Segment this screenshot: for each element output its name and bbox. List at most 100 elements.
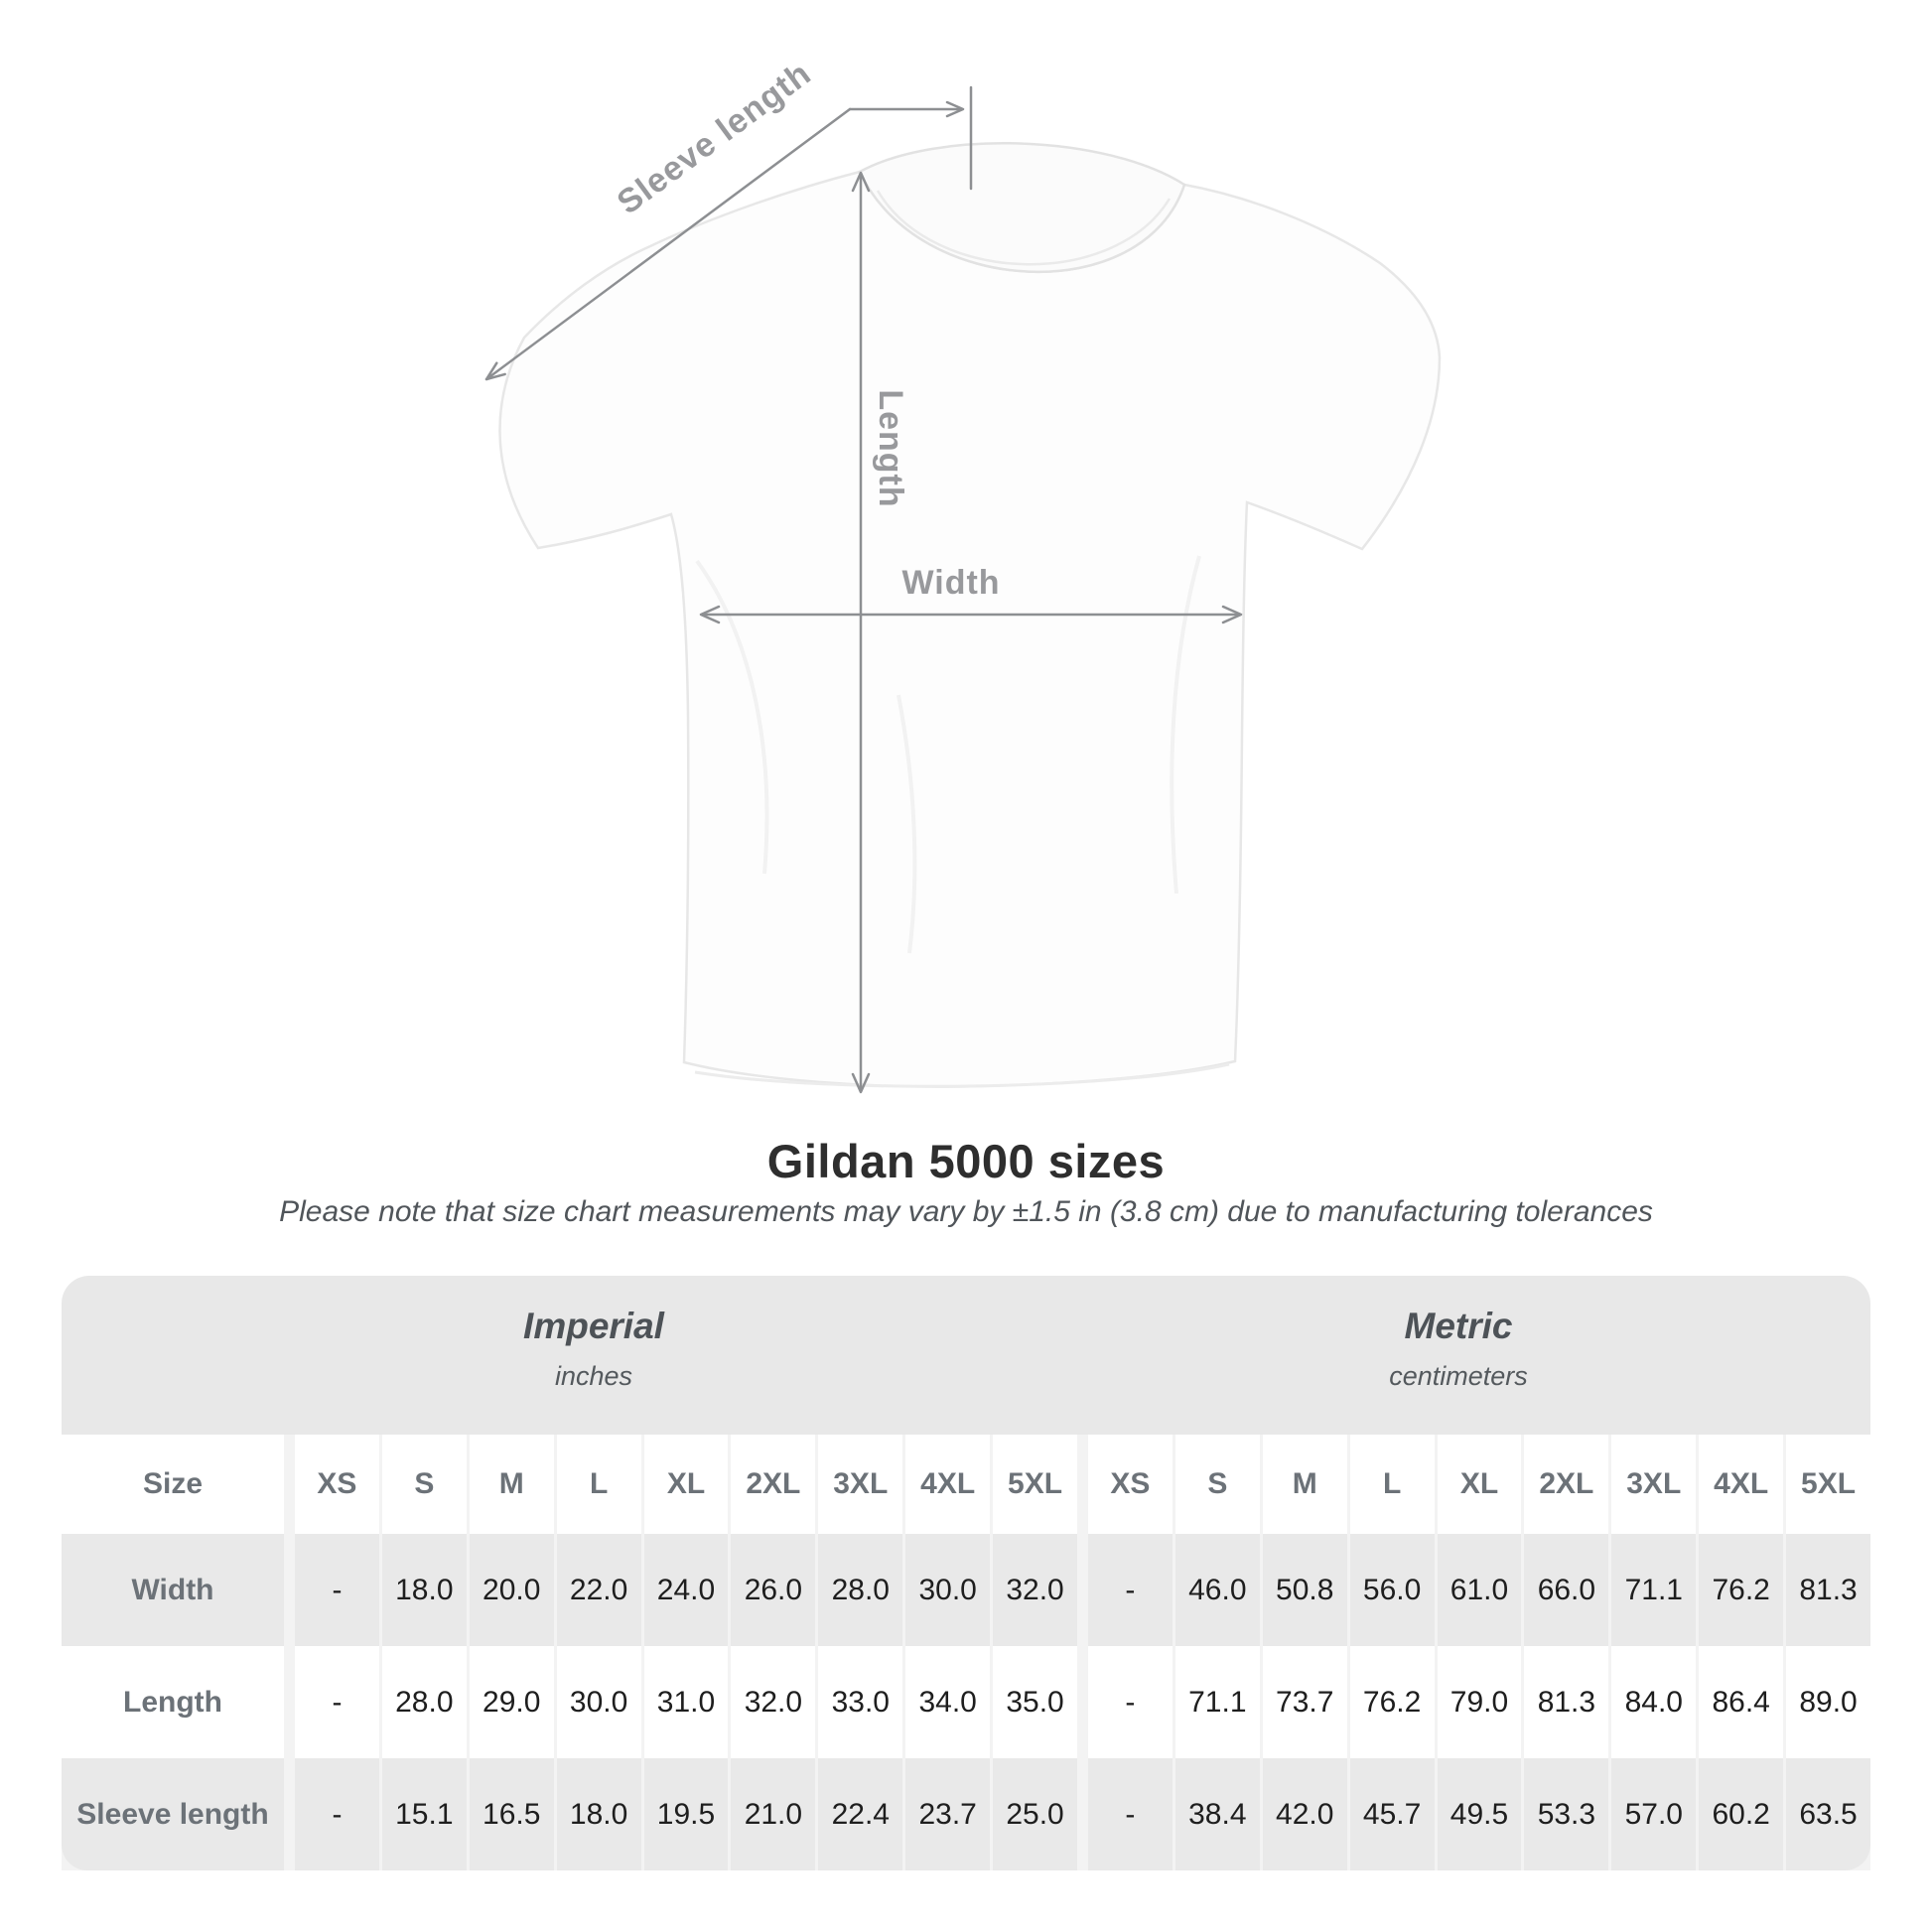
arrowhead	[851, 1072, 871, 1094]
value-imperial-3xl: 28.0	[818, 1534, 903, 1646]
value-metric-xs: -	[1087, 1758, 1173, 1870]
value-imperial-3xl: 22.4	[818, 1758, 903, 1870]
metric-section-header: Metric centimeters	[1389, 1306, 1528, 1392]
value-imperial-xs: -	[295, 1758, 379, 1870]
tshirt-diagram: Sleeve length Length Width	[484, 55, 1442, 1094]
length-label: Length	[872, 389, 909, 507]
value-metric-4xl: 86.4	[1699, 1646, 1784, 1758]
value-metric-m: 73.7	[1262, 1646, 1347, 1758]
column-gap	[1079, 1435, 1085, 1534]
value-metric-l: 45.7	[1349, 1758, 1435, 1870]
arrowhead	[851, 171, 871, 193]
value-imperial-xs: -	[295, 1534, 379, 1646]
value-metric-5xl: 89.0	[1786, 1646, 1870, 1758]
tshirt-folds	[695, 555, 1201, 954]
value-metric-4xl: 60.2	[1699, 1758, 1784, 1870]
value-imperial-4xl: 30.0	[905, 1534, 991, 1646]
measurement-arrows	[484, 85, 1243, 1094]
value-imperial-4xl: 34.0	[905, 1646, 991, 1758]
value-metric-m: 50.8	[1262, 1534, 1347, 1646]
size-header-metric-2xl: 2XL	[1524, 1435, 1609, 1534]
row-label: Sleeve length	[62, 1758, 284, 1870]
column-gap	[1079, 1758, 1085, 1870]
width-label: Width	[901, 564, 1000, 602]
tshirt-hem-shadow	[694, 1062, 1230, 1088]
value-imperial-m: 16.5	[469, 1758, 554, 1870]
value-metric-l: 76.2	[1349, 1646, 1435, 1758]
value-imperial-m: 29.0	[469, 1646, 554, 1758]
imperial-unit: inches	[554, 1361, 633, 1391]
size-header-metric-xs: XS	[1087, 1435, 1173, 1534]
arrowhead	[945, 100, 965, 118]
value-imperial-2xl: 32.0	[731, 1646, 816, 1758]
size-header-metric-5xl: 5XL	[1786, 1435, 1870, 1534]
value-metric-s: 46.0	[1174, 1534, 1260, 1646]
value-imperial-l: 22.0	[556, 1534, 641, 1646]
size-header-metric-s: S	[1174, 1435, 1260, 1534]
arrowhead	[484, 361, 506, 381]
value-metric-s: 71.1	[1174, 1646, 1260, 1758]
value-imperial-l: 18.0	[556, 1758, 641, 1870]
size-header-metric-xl: XL	[1437, 1435, 1522, 1534]
tshirt-collar	[858, 142, 1186, 274]
value-metric-2xl: 66.0	[1524, 1534, 1609, 1646]
size-header-imperial-l: L	[556, 1435, 641, 1534]
row-label: Width	[62, 1534, 284, 1646]
size-grid: Size XS S M L XL 2XL 3XL 4XL 5XL XS S M L XL 2XL 3XL 4XL 5…	[62, 1435, 1870, 1870]
sleeve-length-line	[484, 107, 852, 381]
size-header-metric-3xl: 3XL	[1611, 1435, 1697, 1534]
value-metric-3xl: 71.1	[1611, 1534, 1697, 1646]
value-metric-m: 42.0	[1262, 1758, 1347, 1870]
value-imperial-xl: 31.0	[643, 1646, 729, 1758]
table-row-length: Length -28.0 29.0 30.0 31.0 32.0 33.0 34.0 35.0-…	[62, 1646, 1870, 1758]
row-label: Length	[62, 1646, 284, 1758]
tshirt-illustration	[498, 142, 1442, 1088]
size-header-imperial-m: M	[469, 1435, 554, 1534]
imperial-title: Imperial	[523, 1306, 664, 1346]
value-metric-3xl: 84.0	[1611, 1646, 1697, 1758]
value-metric-3xl: 57.0	[1611, 1758, 1697, 1870]
value-imperial-s: 18.0	[381, 1534, 467, 1646]
page-subtitle: Please note that size chart measurements…	[279, 1195, 1653, 1228]
imperial-section-header: Imperial inches	[523, 1306, 664, 1392]
size-header-imperial-3xl: 3XL	[818, 1435, 903, 1534]
table-row-sleeve-length: Sleeve length -15.1 16.5 18.0 19.5 21.0 22.4 23…	[62, 1758, 1870, 1870]
units-header-band: Imperial inches Metric centimeters	[62, 1276, 1870, 1435]
value-imperial-2xl: 21.0	[731, 1758, 816, 1870]
value-metric-xs: -	[1087, 1534, 1173, 1646]
tshirt-body	[498, 170, 1442, 1088]
value-imperial-4xl: 23.7	[905, 1758, 991, 1870]
value-metric-s: 38.4	[1174, 1758, 1260, 1870]
value-imperial-5xl: 25.0	[993, 1758, 1077, 1870]
value-metric-5xl: 63.5	[1786, 1758, 1870, 1870]
value-imperial-3xl: 33.0	[818, 1646, 903, 1758]
column-gap	[287, 1534, 292, 1646]
value-imperial-5xl: 35.0	[993, 1646, 1077, 1758]
column-gap	[287, 1435, 292, 1534]
column-gap	[287, 1758, 292, 1870]
value-metric-l: 56.0	[1349, 1534, 1435, 1646]
size-header-imperial-s: S	[381, 1435, 467, 1534]
value-imperial-s: 15.1	[381, 1758, 467, 1870]
size-header-imperial-5xl: 5XL	[993, 1435, 1077, 1534]
value-metric-4xl: 76.2	[1699, 1534, 1784, 1646]
size-header-metric-4xl: 4XL	[1699, 1435, 1784, 1534]
size-header-imperial-xl: XL	[643, 1435, 729, 1534]
size-header-metric-l: L	[1349, 1435, 1435, 1534]
value-imperial-s: 28.0	[381, 1646, 467, 1758]
size-header-metric-m: M	[1262, 1435, 1347, 1534]
size-table: Imperial inches Metric centimeters Size X…	[62, 1276, 1870, 1870]
value-imperial-l: 30.0	[556, 1646, 641, 1758]
column-gap	[1079, 1646, 1085, 1758]
size-header-imperial-4xl: 4XL	[905, 1435, 991, 1534]
arrowhead	[1221, 605, 1243, 624]
size-header-imperial-2xl: 2XL	[731, 1435, 816, 1534]
column-gap	[1079, 1534, 1085, 1646]
size-header-imperial-xs: XS	[295, 1435, 379, 1534]
metric-title: Metric	[1404, 1306, 1513, 1346]
value-metric-5xl: 81.3	[1786, 1534, 1870, 1646]
value-metric-xs: -	[1087, 1646, 1173, 1758]
value-metric-2xl: 53.3	[1524, 1758, 1609, 1870]
value-metric-2xl: 81.3	[1524, 1646, 1609, 1758]
value-metric-xl: 79.0	[1437, 1646, 1522, 1758]
